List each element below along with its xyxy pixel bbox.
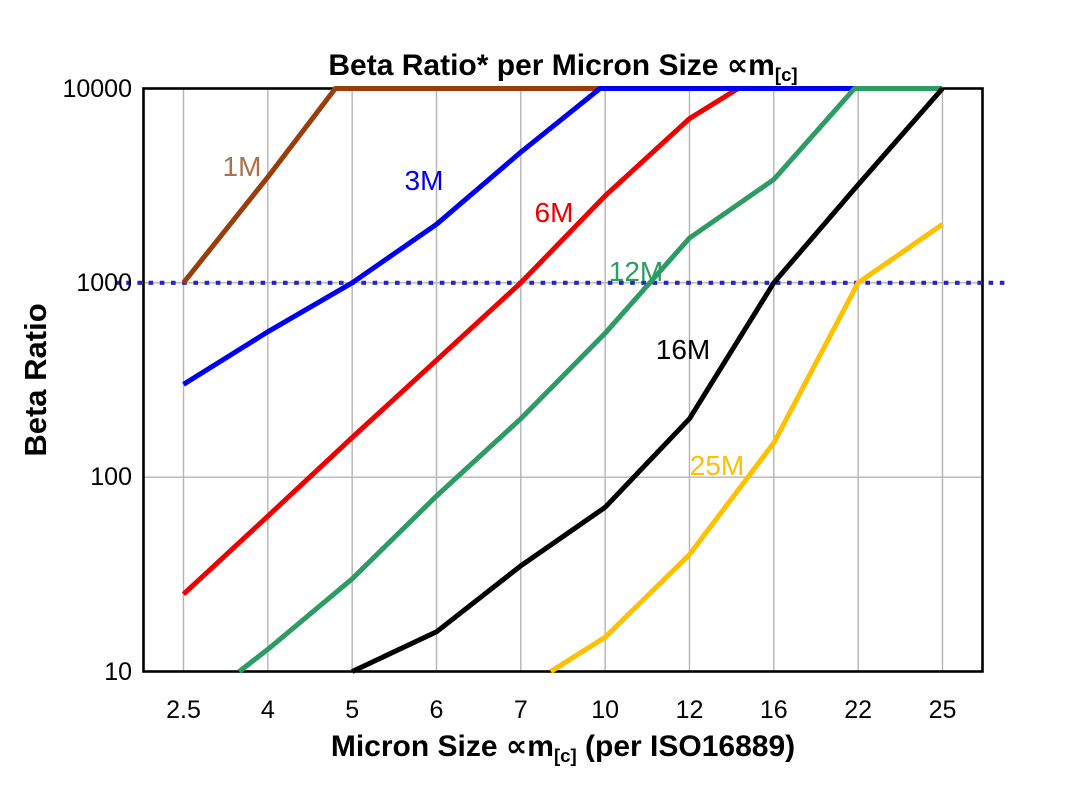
x-axis-title-suffix: (per ISO16889): [576, 730, 796, 763]
series-line-3M: [182, 86, 943, 387]
x-tick-label: 22: [844, 696, 873, 724]
chart-title: Beta Ratio* per Micron Size ∝m[c]: [143, 48, 983, 85]
x-tick-label: 16: [759, 696, 788, 724]
x-tick-label: 2.5: [166, 696, 201, 724]
series-label-12M: 12M: [608, 256, 664, 287]
x-tick-label: 4: [260, 696, 275, 724]
y-tick-label: 100: [90, 463, 132, 492]
series-line-12M: [237, 86, 943, 674]
series-label-16M: 16M: [655, 334, 711, 365]
series-label-3M: 3M: [404, 165, 444, 196]
x-axis-title-subscript: [c]: [553, 744, 577, 766]
x-tick-label: 7: [513, 696, 528, 724]
x-tick-label: 6: [429, 696, 444, 724]
x-tick-label: 10: [591, 696, 620, 724]
y-tick-label: 10: [104, 657, 132, 686]
x-axis-title-symbol: ∝m: [505, 730, 554, 763]
y-axis-title: Beta Ratio: [18, 303, 53, 457]
y-tick-label: 1000: [76, 268, 132, 297]
x-axis-title-text: Micron Size: [330, 730, 506, 763]
series-line-25M: [549, 222, 944, 674]
series-line-16M: [351, 86, 945, 674]
x-axis-title: Micron Size ∝m[c] (per ISO16889): [143, 729, 983, 766]
series-label-25M: 25M: [689, 450, 745, 481]
x-tick-label: 25: [928, 696, 957, 724]
chart-title-text: Beta Ratio* per Micron Size: [328, 49, 727, 82]
chart-title-symbol: ∝m: [726, 49, 775, 82]
series-label-6M: 6M: [534, 197, 574, 228]
y-tick-label: 10000: [62, 74, 132, 103]
series-label-1M: 1M: [222, 151, 262, 182]
x-tick-label: 5: [345, 696, 360, 724]
x-tick-label: 12: [675, 696, 704, 724]
chart-title-subscript: [c]: [774, 63, 798, 85]
